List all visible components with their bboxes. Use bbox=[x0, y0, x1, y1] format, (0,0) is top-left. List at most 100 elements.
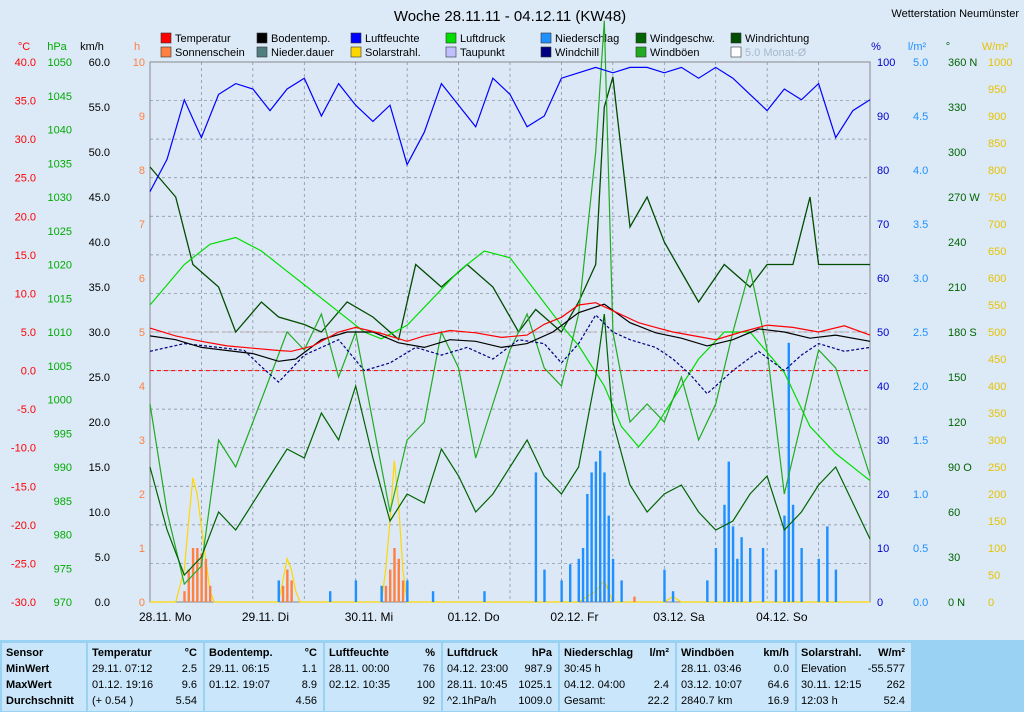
cell-value: 1025.1 bbox=[518, 679, 552, 691]
cell-label: 30.11. 12:15 bbox=[801, 679, 862, 691]
tick-label-temp: -10.0 bbox=[11, 443, 36, 455]
tick-label-hours: 4 bbox=[139, 381, 145, 393]
tick-label-pressure: 1030 bbox=[48, 192, 72, 204]
tick-label-temp: 20.0 bbox=[15, 211, 36, 223]
tick-label-wind: 20.0 bbox=[89, 417, 110, 429]
chart-title: Woche 28.11.11 - 04.12.11 (KW48) bbox=[394, 8, 626, 25]
summary-row-label: Durchschnitt bbox=[6, 693, 80, 709]
cell-label: 03.12. 10:07 bbox=[681, 679, 743, 691]
summary-header: Temperatur °C bbox=[92, 645, 197, 661]
tick-label-hours: 6 bbox=[139, 273, 145, 285]
tick-label-direction: 0 N bbox=[948, 597, 965, 609]
tick-label-wind: 55.0 bbox=[89, 102, 110, 114]
tick-label-direction: 60 bbox=[948, 507, 960, 519]
tick-label-wind: 35.0 bbox=[89, 282, 110, 294]
summary-cell-row: 92 bbox=[329, 693, 435, 709]
legend-swatch bbox=[635, 46, 647, 58]
cell-value: 2.4 bbox=[653, 679, 669, 691]
bar bbox=[560, 580, 563, 602]
bar bbox=[200, 553, 203, 602]
series-temperatur-line bbox=[149, 302, 871, 352]
legend-swatch bbox=[350, 46, 362, 58]
bar bbox=[590, 472, 593, 602]
legend-label: Sonnenschein bbox=[175, 47, 245, 59]
axis-unit-hours: h bbox=[134, 41, 140, 53]
row-label: MaxWert bbox=[6, 679, 52, 691]
day-label: 29.11. Di bbox=[242, 610, 289, 624]
day-labels: 28.11. Mo 29.11. Di 30.11. Mi 01.12. Do 02.1… bbox=[139, 610, 808, 624]
tick-label-humidity: 90 bbox=[877, 111, 889, 123]
summary-row-label: MaxWert bbox=[6, 677, 80, 693]
legend-label: Luftdruck bbox=[460, 33, 506, 45]
axis-unit-direction: ° bbox=[946, 41, 950, 53]
tick-label-temp: -5.0 bbox=[17, 404, 36, 416]
day-label: 02.12. Fr bbox=[550, 610, 598, 624]
tick-label-hours: 0 bbox=[139, 597, 145, 609]
bar bbox=[329, 591, 332, 602]
bar bbox=[196, 548, 199, 602]
tick-label-temp: -25.0 bbox=[11, 558, 36, 570]
day-label: 04.12. So bbox=[756, 610, 808, 624]
bar bbox=[183, 591, 186, 602]
cell-value: 0.0 bbox=[773, 663, 789, 675]
axis-unit-pressure: hPa bbox=[47, 41, 67, 53]
tick-label-temp: -15.0 bbox=[11, 481, 36, 493]
bar bbox=[663, 569, 666, 602]
bar bbox=[586, 494, 589, 602]
legend: Temperatur Bodentemp. Luftfeuchte Luftdruck… bbox=[160, 32, 809, 59]
tick-label-solar: 450 bbox=[988, 354, 1006, 366]
tick-label-solar: 650 bbox=[988, 246, 1006, 258]
summary-cell-row: 04.12. 23:00 987.9 bbox=[447, 661, 552, 677]
tick-label-solar: 50 bbox=[988, 570, 1000, 582]
bar bbox=[633, 596, 636, 602]
bar bbox=[783, 515, 786, 602]
summary-cell-row: 28.11. 00:00 76 bbox=[329, 661, 435, 677]
summary-cell-row: 4.56 bbox=[209, 693, 317, 709]
summary-col: Temperatur °C 29.11. 07:12 2.5 01.12. 19:16 9… bbox=[88, 643, 203, 711]
bar bbox=[731, 526, 735, 602]
tick-label-wind: 10.0 bbox=[89, 507, 110, 519]
tick-label-temp: 0.0 bbox=[21, 366, 36, 378]
day-label: 01.12. Do bbox=[448, 610, 500, 624]
tick-label-hours: 3 bbox=[139, 435, 145, 447]
tick-label-rain: 3.5 bbox=[913, 219, 928, 231]
tick-label-direction: 360 N bbox=[948, 57, 977, 69]
tick-label-pressure: 1015 bbox=[48, 293, 72, 305]
day-label: 03.12. Sa bbox=[653, 610, 705, 624]
legend-swatch bbox=[730, 46, 742, 58]
station-name: Wetterstation Neumünster bbox=[891, 8, 1019, 20]
right-axes: 10090807060504030201005.04.54.03.53.02.5… bbox=[877, 57, 1012, 609]
bar bbox=[607, 515, 610, 602]
series-windben-line bbox=[149, 20, 871, 586]
summary-table: Sensor MinWert MaxWert Durchschnitt Temperat… bbox=[0, 640, 1024, 712]
summary-cell-row: 01.12. 19:07 8.9 bbox=[209, 677, 317, 693]
summary-header: Bodentemp. °C bbox=[209, 645, 317, 661]
legend-label: Temperatur bbox=[175, 33, 231, 45]
tick-label-wind: 40.0 bbox=[89, 237, 110, 249]
bar bbox=[594, 461, 598, 602]
tick-label-solar: 100 bbox=[988, 543, 1006, 555]
tick-label-solar: 0 bbox=[988, 597, 994, 609]
tick-label-hours: 1 bbox=[139, 543, 145, 555]
tick-label-humidity: 80 bbox=[877, 165, 889, 177]
tick-label-pressure: 970 bbox=[54, 597, 72, 609]
tick-label-hours: 10 bbox=[133, 57, 145, 69]
column-unit: °C bbox=[184, 647, 197, 659]
tick-label-pressure: 1035 bbox=[48, 158, 72, 170]
summary-cell-row: 30:45 h bbox=[564, 661, 669, 677]
cell-value: 987.9 bbox=[524, 663, 552, 675]
summary-col: Niederschlag l/m² 30:45 h 04.12. 04:00 2.4 Ge… bbox=[560, 643, 675, 711]
cell-label: 28.11. 03:46 bbox=[681, 663, 742, 675]
cell-value: 1009.0 bbox=[518, 695, 552, 707]
bar bbox=[671, 591, 675, 602]
bar bbox=[577, 558, 580, 602]
tick-label-rain: 1.5 bbox=[913, 435, 928, 447]
tick-label-pressure: 1020 bbox=[48, 260, 72, 272]
series-windrichtung-line bbox=[149, 76, 870, 341]
tick-label-temp: -20.0 bbox=[11, 520, 36, 532]
cell-value: 64.6 bbox=[767, 679, 789, 691]
column-name: Temperatur bbox=[92, 647, 152, 659]
bar bbox=[431, 591, 435, 602]
summary-cell-row: 03.12. 10:07 64.6 bbox=[681, 677, 789, 693]
tick-label-direction: 300 bbox=[948, 147, 966, 159]
